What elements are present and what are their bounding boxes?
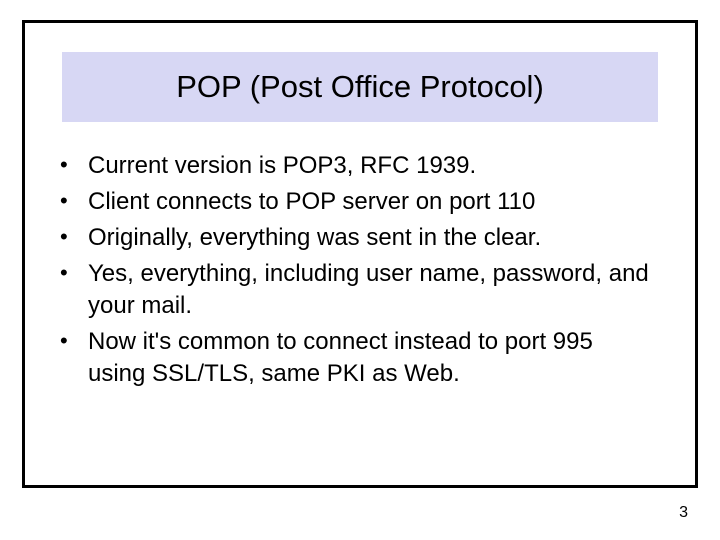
list-item: • Yes, everything, including user name, … [60, 258, 650, 322]
bullet-icon: • [60, 326, 88, 354]
bullet-icon: • [60, 222, 88, 250]
bullet-text: Current version is POP3, RFC 1939. [88, 150, 650, 182]
slide-title: POP (Post Office Protocol) [176, 69, 544, 105]
title-box: POP (Post Office Protocol) [62, 52, 658, 122]
list-item: • Current version is POP3, RFC 1939. [60, 150, 650, 182]
bullet-list: • Current version is POP3, RFC 1939. • C… [60, 150, 650, 394]
bullet-text: Yes, everything, including user name, pa… [88, 258, 650, 322]
bullet-text: Client connects to POP server on port 11… [88, 186, 650, 218]
bullet-icon: • [60, 150, 88, 178]
list-item: • Originally, everything was sent in the… [60, 222, 650, 254]
bullet-icon: • [60, 258, 88, 286]
list-item: • Client connects to POP server on port … [60, 186, 650, 218]
bullet-text: Now it's common to connect instead to po… [88, 326, 650, 390]
slide: POP (Post Office Protocol) • Current ver… [0, 0, 720, 540]
bullet-icon: • [60, 186, 88, 214]
bullet-text: Originally, everything was sent in the c… [88, 222, 650, 254]
list-item: • Now it's common to connect instead to … [60, 326, 650, 390]
page-number: 3 [679, 504, 688, 522]
